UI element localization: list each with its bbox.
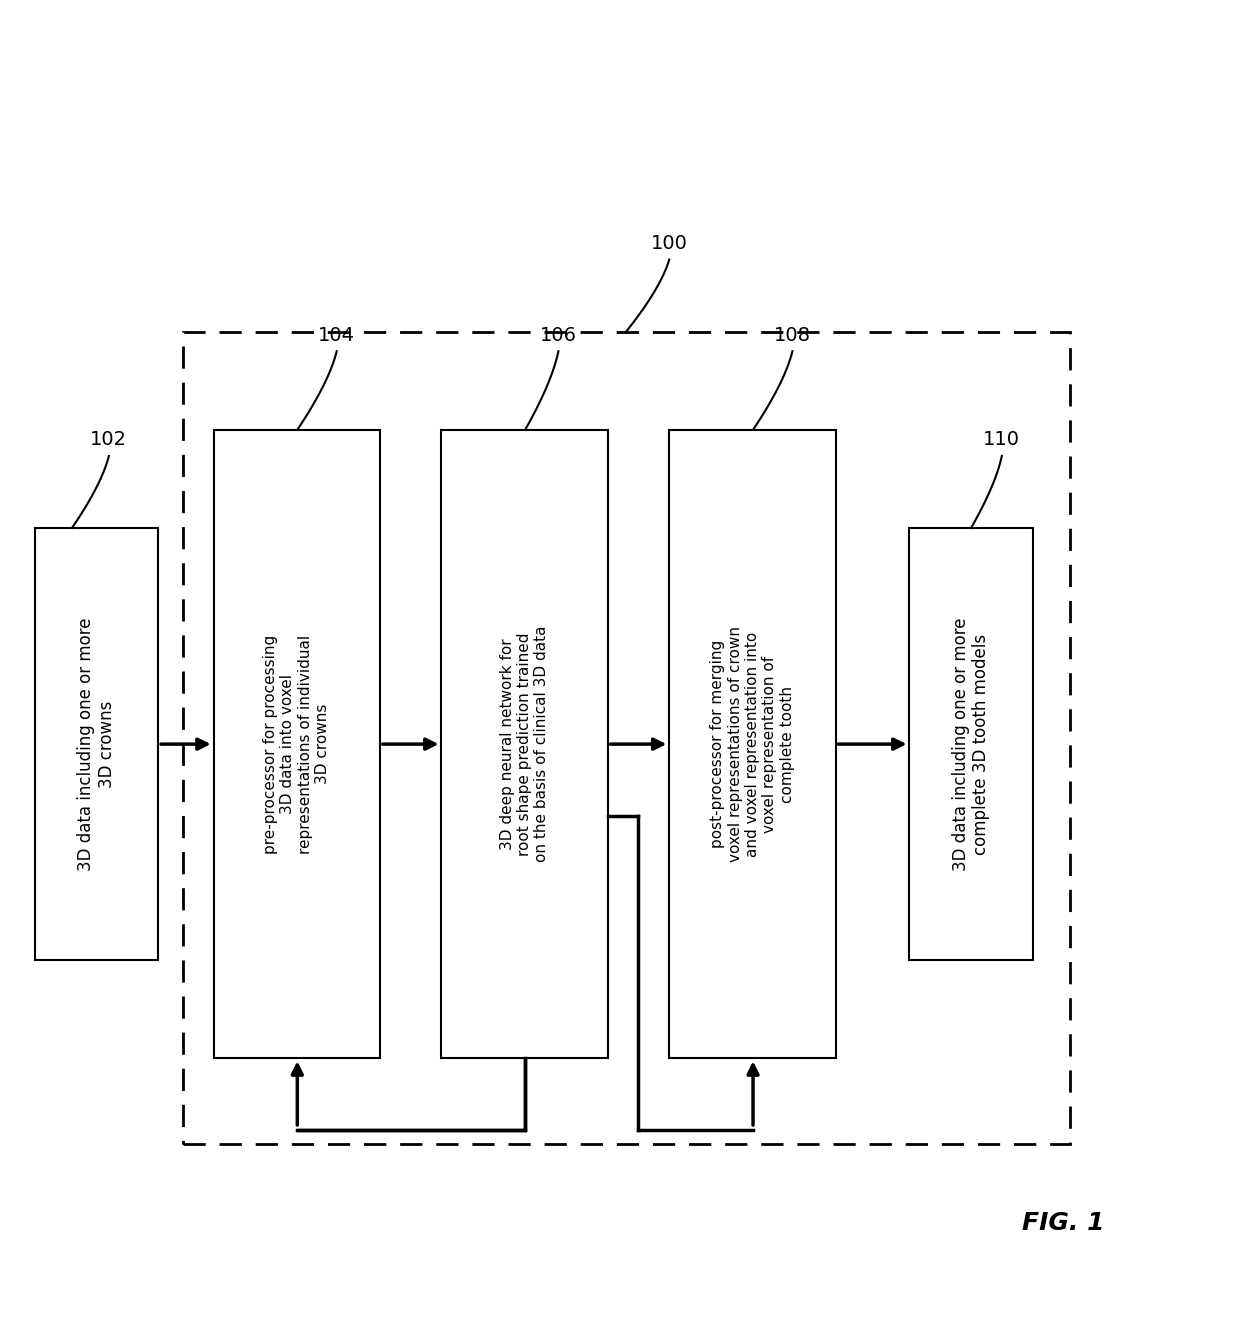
Bar bbox=[909, 529, 1033, 961]
Bar bbox=[441, 430, 608, 1058]
Text: 102: 102 bbox=[91, 431, 128, 449]
Text: 106: 106 bbox=[539, 326, 577, 345]
Text: 3D deep neural network for
root shape prediction trained
on the basis of clinica: 3D deep neural network for root shape pr… bbox=[500, 626, 549, 862]
Bar bbox=[670, 430, 836, 1058]
Bar bbox=[35, 529, 159, 961]
Text: 108: 108 bbox=[774, 326, 811, 345]
Text: post-processor for merging
voxel representations of crown
and voxel representati: post-processor for merging voxel represe… bbox=[711, 626, 795, 862]
Text: 3D data including one or more
3D crowns: 3D data including one or more 3D crowns bbox=[77, 617, 117, 871]
Text: 3D data including one or more
complete 3D tooth models: 3D data including one or more complete 3… bbox=[951, 617, 991, 871]
Text: 110: 110 bbox=[983, 431, 1021, 449]
Text: 104: 104 bbox=[319, 326, 355, 345]
Bar bbox=[182, 332, 1070, 1144]
Bar bbox=[213, 430, 379, 1058]
Text: FIG. 1: FIG. 1 bbox=[1022, 1211, 1105, 1235]
Text: 100: 100 bbox=[651, 235, 688, 253]
Text: pre-processor for processing
3D data into voxel
representations of individual
3D: pre-processor for processing 3D data int… bbox=[263, 634, 330, 854]
